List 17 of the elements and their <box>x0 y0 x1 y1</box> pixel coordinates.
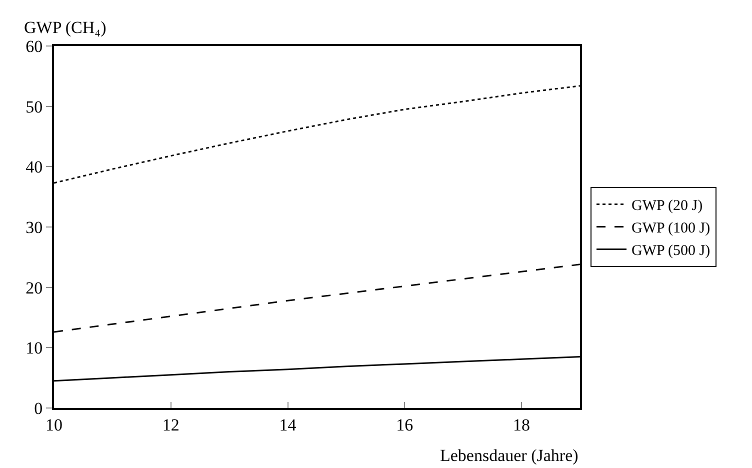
x-tick-label: 16 <box>396 415 414 434</box>
legend-label: GWP (20 J) <box>632 198 703 214</box>
y-axis-title: GWP (CH₄) <box>24 18 106 37</box>
x-tick-label: 18 <box>513 415 530 434</box>
y-tick-label: 30 <box>26 218 43 237</box>
y-tick-label: 10 <box>26 338 43 358</box>
legend-label: GWP (100 J) <box>632 220 710 237</box>
y-tick-label: 0 <box>34 398 43 418</box>
legend-label: GWP (500 J) <box>632 243 710 260</box>
y-tick-label: 60 <box>26 36 43 56</box>
y-tick-label: 20 <box>26 278 43 298</box>
x-tick-label: 10 <box>46 415 62 434</box>
x-axis-title: Lebensdauer (Jahre) <box>440 446 578 465</box>
y-tick-label: 50 <box>26 97 43 116</box>
x-tick-label: 12 <box>162 415 180 434</box>
x-tick-label: 14 <box>279 415 297 434</box>
y-tick-label: 40 <box>26 158 43 177</box>
